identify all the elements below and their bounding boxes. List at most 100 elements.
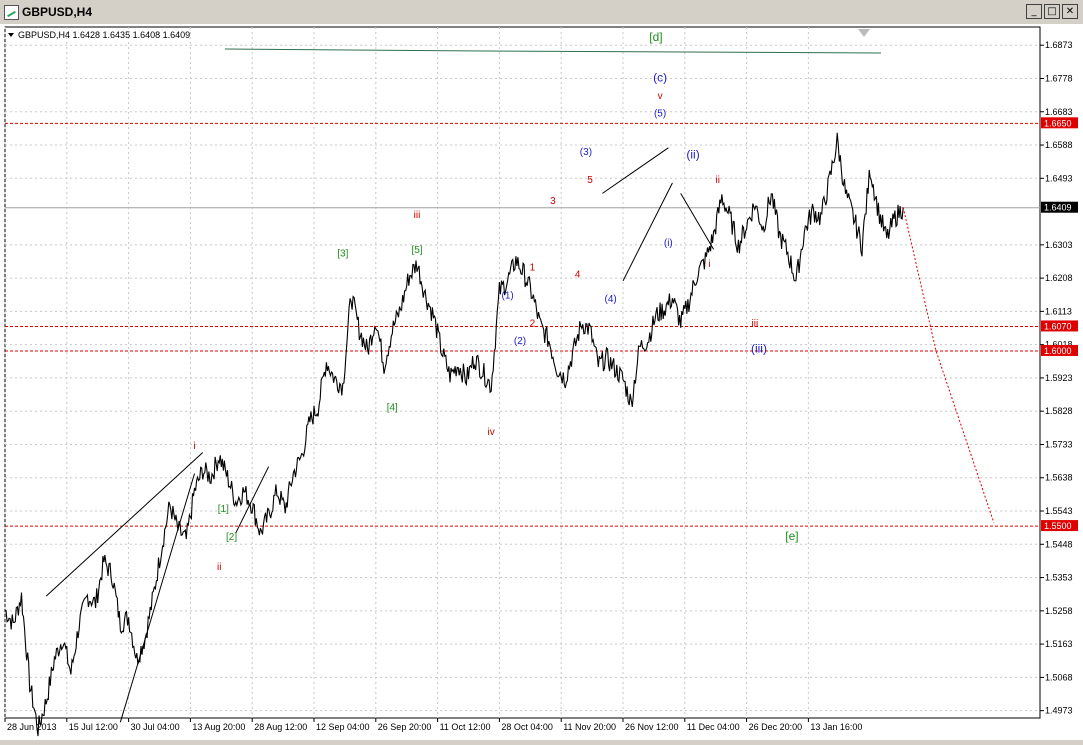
level-price-tag <box>1041 320 1078 332</box>
y-tick-label: 1.6873 <box>1045 40 1073 50</box>
wave-label: (5) <box>654 108 666 119</box>
y-tick-label: 1.5353 <box>1045 573 1073 583</box>
x-tick-label: 13 Jan 16:00 <box>810 722 862 732</box>
wave-label: (iii) <box>751 342 767 356</box>
x-tick-label: 11 Nov 20:00 <box>563 722 616 732</box>
grid <box>4 26 1041 719</box>
close-button[interactable]: ✕ <box>1062 4 1078 19</box>
symbol-info: GBPUSD,H4 1.6428 1.6435 1.6408 1.6409 <box>18 30 190 40</box>
wave-label: 2 <box>530 318 536 329</box>
level-price-label: 1.6650 <box>1044 118 1072 128</box>
price-series <box>4 132 995 737</box>
x-tick-label: 26 Dec 20:00 <box>749 722 803 732</box>
wave-label: (c) <box>653 70 667 84</box>
x-tick-label: 28 Aug 12:00 <box>254 722 307 732</box>
y-tick-label: 1.6018 <box>1045 340 1073 350</box>
level-price-label: 1.6000 <box>1044 346 1072 356</box>
price-axis: 1.6873 1.6778 1.6683 1.6588 1.6493 1.6303 1.62… <box>858 29 1078 716</box>
current-price-tag <box>1041 201 1078 213</box>
wave-label: 4 <box>575 269 581 280</box>
time-axis: 28 Jun 2013 15 Jul 12:00 30 Jul 04:00 13 Au… <box>4 718 862 732</box>
x-tick-label: 13 Aug 20:00 <box>192 722 245 732</box>
trend-line[interactable] <box>235 466 270 534</box>
triangle-down-icon[interactable] <box>858 29 870 37</box>
level-price-tag <box>1041 520 1078 532</box>
y-tick-label: 1.6493 <box>1045 173 1073 183</box>
trend-line[interactable] <box>119 473 195 723</box>
window-title: GBPUSD,H4 <box>22 5 93 19</box>
window-titlebar: GBPUSD,H4 _ □ ✕ <box>0 0 1083 25</box>
wave-label: [e] <box>785 529 798 543</box>
wave-label: iv <box>488 427 495 438</box>
level-price-label: 1.6070 <box>1044 321 1072 331</box>
trend-line[interactable] <box>602 147 669 194</box>
chart-header: GBPUSD,H4 1.6428 1.6435 1.6408 1.6409 <box>8 30 190 40</box>
chart-area[interactable]: i ii [1] [2] [3] [4] iii [5] iv (1) (2) 2 1 3 4 (3) 5 (4)… <box>0 24 1083 740</box>
wave-label: (3) <box>580 147 592 158</box>
wave-label: 5 <box>587 175 593 186</box>
wave-label: [4] <box>387 402 398 413</box>
y-tick-label: 1.5068 <box>1045 672 1073 682</box>
trend-line[interactable] <box>680 193 715 250</box>
y-tick-label: 1.6208 <box>1045 273 1073 283</box>
x-tick-label: 26 Sep 20:00 <box>378 722 432 732</box>
maximize-button[interactable]: □ <box>1044 4 1060 19</box>
wave-label: (2) <box>514 336 526 347</box>
y-tick-label: 1.5258 <box>1045 606 1073 616</box>
wave-label: (1) <box>502 290 514 301</box>
y-tick-label: 1.5828 <box>1045 406 1073 416</box>
y-tick-label: 1.5923 <box>1045 373 1073 383</box>
price-line <box>4 132 904 737</box>
x-tick-label: 26 Nov 12:00 <box>625 722 679 732</box>
wave-label: 3 <box>550 196 556 207</box>
current-price-label: 1.6409 <box>1044 203 1072 213</box>
wave-label: [d] <box>649 30 662 44</box>
wave-label: iii <box>752 318 759 329</box>
wave-label: (ii) <box>686 147 699 161</box>
horizontal-levels <box>5 122 1040 527</box>
y-tick-label: 1.6113 <box>1045 306 1072 316</box>
top-trend-line[interactable] <box>224 48 882 54</box>
y-tick-label: 1.6683 <box>1045 107 1073 117</box>
x-tick-label: 15 Jul 12:00 <box>69 722 118 732</box>
trendlines <box>45 48 882 723</box>
wave-label: [2] <box>226 532 237 543</box>
level-price-label: 1.5500 <box>1044 521 1072 531</box>
y-tick-label: 1.6588 <box>1045 140 1073 150</box>
level-price-tag <box>1041 344 1078 356</box>
y-tick-label: 1.5733 <box>1045 439 1073 449</box>
wave-labels: iii[1][2][3][4]iii[5]iv(1)(2)2134(3)5(4)… <box>193 30 798 573</box>
wave-label: i <box>193 441 195 452</box>
wave-label: ii <box>217 562 221 573</box>
x-tick-label: 11 Oct 12:00 <box>440 722 491 732</box>
wave-label: ii <box>716 175 720 186</box>
wave-label: (i) <box>664 238 673 249</box>
wave-label: [5] <box>411 245 422 256</box>
triangle-down-icon[interactable] <box>8 33 14 37</box>
x-tick-label: 12 Sep 04:00 <box>316 722 370 732</box>
trend-line[interactable] <box>622 182 673 282</box>
y-tick-label: 1.4973 <box>1045 706 1073 716</box>
forecast-path[interactable] <box>902 207 995 523</box>
x-tick-label: 30 Jul 04:00 <box>131 722 180 732</box>
wave-label: (4) <box>605 294 617 305</box>
y-tick-label: 1.5163 <box>1045 639 1073 649</box>
y-tick-label: 1.6303 <box>1045 240 1073 250</box>
wave-label: 1 <box>530 262 536 273</box>
chart-window-icon <box>4 5 19 20</box>
y-tick-label: 1.5543 <box>1045 506 1073 516</box>
x-tick-label: 11 Dec 04:00 <box>687 722 740 732</box>
minimize-button[interactable]: _ <box>1026 4 1042 19</box>
wave-label: iii <box>414 210 421 221</box>
y-tick-label: 1.5448 <box>1045 539 1073 549</box>
wave-label: [1] <box>218 504 229 515</box>
price-chart[interactable]: iii[1][2][3][4]iii[5]iv(1)(2)2134(3)5(4)… <box>0 24 1083 740</box>
plot-frame <box>4 26 1041 719</box>
y-tick-label: 1.6778 <box>1045 73 1073 83</box>
level-price-tag <box>1041 117 1078 129</box>
y-tick-label: 1.5638 <box>1045 473 1073 483</box>
x-tick-label: 28 Jun 2013 <box>7 722 57 732</box>
wave-label: [3] <box>337 248 348 259</box>
wave-label: v <box>658 91 663 102</box>
trend-line[interactable] <box>45 452 204 597</box>
